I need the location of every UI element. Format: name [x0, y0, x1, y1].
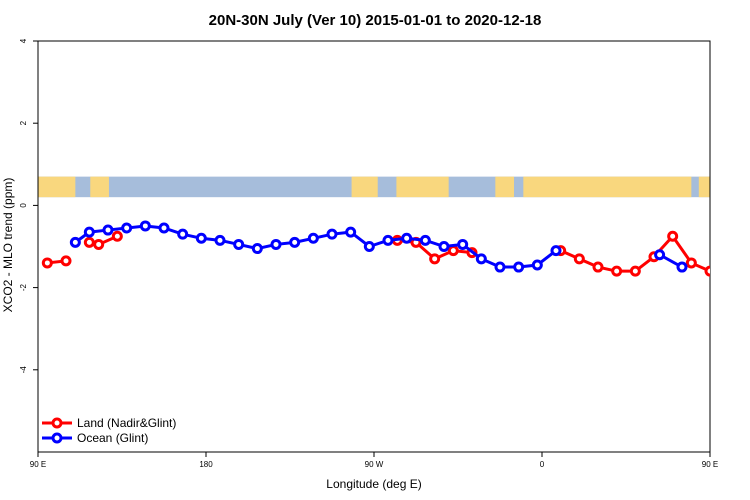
- y-tick-label: 4: [19, 38, 28, 43]
- data-point: [69, 236, 81, 248]
- x-tick-label: 90 E: [702, 460, 718, 469]
- map-land: [698, 176, 710, 198]
- legend: Land (Nadir&Glint)Ocean (Glint): [42, 416, 176, 445]
- data-point: [83, 226, 95, 238]
- map-land: [523, 176, 692, 198]
- data-point: [158, 222, 170, 234]
- data-point: [419, 234, 431, 246]
- legend-swatch-marker: [51, 432, 63, 444]
- chart-title: 20N-30N July (Ver 10) 2015-01-01 to 2020…: [209, 12, 542, 29]
- data-point: [289, 236, 301, 248]
- data-point: [667, 230, 679, 242]
- series-layer: [41, 220, 750, 277]
- data-point: [111, 230, 123, 242]
- y-tick-label: -2: [19, 283, 28, 291]
- map-land: [38, 176, 76, 198]
- world-map-strip: [38, 176, 710, 198]
- data-point: [573, 253, 585, 265]
- data-point: [41, 257, 53, 269]
- data-point: [494, 261, 506, 273]
- x-tick-label: 90 W: [365, 460, 384, 469]
- y-axis-label: XCO2 - MLO trend (ppm): [1, 178, 15, 313]
- map-land: [351, 176, 378, 198]
- data-point: [195, 232, 207, 244]
- y-tick-label: 0: [19, 203, 28, 208]
- legend-label: Land (Nadir&Glint): [77, 416, 176, 430]
- data-point: [401, 232, 413, 244]
- data-point: [382, 234, 394, 246]
- data-point: [214, 234, 226, 246]
- data-point: [743, 240, 750, 248]
- data-point: [93, 238, 105, 250]
- data-point: [139, 220, 151, 232]
- legend-label: Ocean (Glint): [77, 431, 148, 445]
- map-land: [495, 176, 514, 198]
- data-point: [531, 259, 543, 271]
- data-point: [676, 261, 688, 273]
- data-point: [629, 265, 641, 277]
- map-land: [90, 176, 109, 198]
- y-tick-label: -4: [19, 366, 28, 374]
- data-point: [83, 236, 95, 248]
- x-tick-label: 90 E: [30, 460, 46, 469]
- data-point: [513, 261, 525, 273]
- data-point: [438, 241, 450, 252]
- data-point: [102, 224, 114, 236]
- data-point: [457, 238, 469, 250]
- y-tick-label: 2: [19, 120, 28, 125]
- map-land: [396, 176, 449, 198]
- x-axis: 90 E 180 90 W 0 90 E: [30, 452, 718, 469]
- legend-swatch-marker: [51, 417, 63, 429]
- data-point: [121, 222, 133, 234]
- data-point: [429, 253, 441, 265]
- data-point: [363, 241, 375, 252]
- y-axis: -4 -2 0 2 4: [19, 38, 38, 373]
- data-point: [326, 228, 338, 240]
- data-point: [654, 249, 666, 261]
- data-point: [251, 243, 263, 255]
- data-point: [233, 238, 245, 250]
- data-point: [592, 261, 604, 273]
- data-point: [270, 238, 282, 250]
- x-axis-label: Longitude (deg E): [326, 477, 421, 491]
- data-point: [725, 230, 733, 238]
- data-point: [307, 232, 319, 244]
- data-point: [685, 257, 697, 269]
- data-point: [475, 253, 487, 265]
- data-point: [550, 245, 562, 257]
- data-point: [447, 245, 459, 257]
- series-line: [560, 233, 710, 273]
- data-point: [60, 255, 72, 267]
- data-point: [345, 226, 357, 238]
- data-point: [611, 265, 623, 277]
- data-point: [704, 265, 710, 277]
- data-point: [177, 228, 189, 240]
- x-tick-label: 180: [199, 460, 213, 469]
- x-tick-label: 0: [540, 460, 545, 469]
